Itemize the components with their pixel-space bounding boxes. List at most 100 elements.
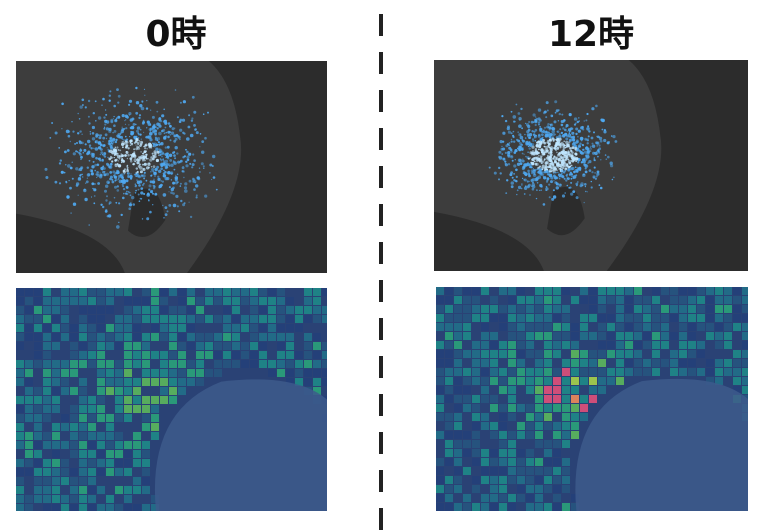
point bbox=[108, 201, 112, 205]
cell bbox=[70, 342, 78, 350]
cell bbox=[223, 324, 231, 332]
cell bbox=[106, 468, 114, 476]
cell bbox=[61, 414, 69, 422]
cell bbox=[52, 459, 60, 467]
cell bbox=[34, 423, 42, 431]
cell bbox=[277, 369, 285, 377]
cell bbox=[535, 458, 543, 466]
point bbox=[550, 176, 554, 180]
cell bbox=[445, 485, 453, 493]
cell bbox=[499, 485, 507, 493]
point bbox=[542, 166, 545, 170]
cell bbox=[313, 288, 321, 296]
point bbox=[532, 113, 536, 117]
point bbox=[514, 159, 516, 161]
point bbox=[153, 171, 157, 175]
point bbox=[174, 146, 178, 150]
cell bbox=[715, 305, 723, 313]
point bbox=[124, 141, 127, 145]
point bbox=[566, 164, 569, 168]
point bbox=[564, 128, 567, 132]
point bbox=[587, 135, 590, 138]
point bbox=[127, 191, 130, 193]
point bbox=[151, 157, 155, 161]
point bbox=[156, 150, 160, 154]
point bbox=[97, 182, 100, 185]
cell bbox=[79, 486, 87, 494]
cell bbox=[223, 351, 231, 359]
point bbox=[554, 159, 556, 162]
point bbox=[556, 130, 560, 133]
point bbox=[54, 180, 58, 184]
point bbox=[122, 187, 126, 191]
cell bbox=[535, 368, 543, 376]
cell bbox=[322, 342, 327, 350]
point bbox=[130, 202, 132, 204]
point bbox=[107, 142, 111, 145]
cell bbox=[178, 306, 186, 314]
cell bbox=[697, 350, 705, 358]
point bbox=[102, 165, 105, 168]
point bbox=[110, 155, 112, 158]
cell bbox=[79, 495, 87, 503]
point bbox=[133, 151, 136, 154]
cell bbox=[124, 342, 132, 350]
cell bbox=[463, 377, 471, 385]
point bbox=[122, 196, 125, 200]
point bbox=[571, 131, 575, 135]
point bbox=[586, 127, 590, 131]
cell bbox=[517, 332, 525, 340]
point bbox=[552, 169, 556, 173]
cell bbox=[250, 297, 258, 305]
cell bbox=[589, 305, 597, 313]
point bbox=[176, 116, 179, 119]
point bbox=[611, 178, 614, 181]
point bbox=[167, 172, 170, 174]
point bbox=[91, 132, 95, 135]
cell bbox=[517, 341, 525, 349]
cell bbox=[196, 297, 204, 305]
point bbox=[203, 167, 205, 169]
point bbox=[528, 163, 532, 167]
point bbox=[545, 101, 549, 105]
point bbox=[139, 180, 143, 184]
cell bbox=[445, 323, 453, 331]
point bbox=[575, 174, 578, 177]
point bbox=[126, 164, 129, 167]
point bbox=[542, 173, 545, 176]
point bbox=[84, 106, 87, 109]
cell bbox=[286, 315, 294, 323]
cell bbox=[70, 468, 78, 476]
cell bbox=[562, 467, 570, 475]
cell bbox=[742, 368, 748, 376]
point bbox=[525, 155, 527, 158]
cell bbox=[250, 315, 258, 323]
cell bbox=[733, 305, 741, 313]
cell bbox=[43, 459, 51, 467]
cell bbox=[259, 297, 267, 305]
point bbox=[564, 146, 567, 149]
cell bbox=[142, 486, 150, 494]
point bbox=[102, 140, 104, 143]
cell bbox=[160, 315, 168, 323]
cell bbox=[571, 494, 579, 502]
point bbox=[539, 137, 543, 141]
point bbox=[500, 147, 504, 151]
cell bbox=[436, 359, 444, 367]
point bbox=[586, 142, 589, 145]
point bbox=[520, 107, 523, 111]
cell bbox=[481, 449, 489, 457]
cell bbox=[142, 450, 150, 458]
point bbox=[172, 182, 175, 185]
point bbox=[84, 143, 87, 146]
cell bbox=[25, 441, 33, 449]
cell bbox=[88, 432, 96, 440]
point bbox=[170, 191, 173, 194]
point bbox=[564, 167, 568, 171]
point bbox=[573, 123, 577, 126]
point bbox=[168, 191, 170, 193]
cell bbox=[436, 431, 444, 439]
point bbox=[162, 193, 167, 197]
point bbox=[104, 189, 107, 193]
cell bbox=[445, 458, 453, 466]
